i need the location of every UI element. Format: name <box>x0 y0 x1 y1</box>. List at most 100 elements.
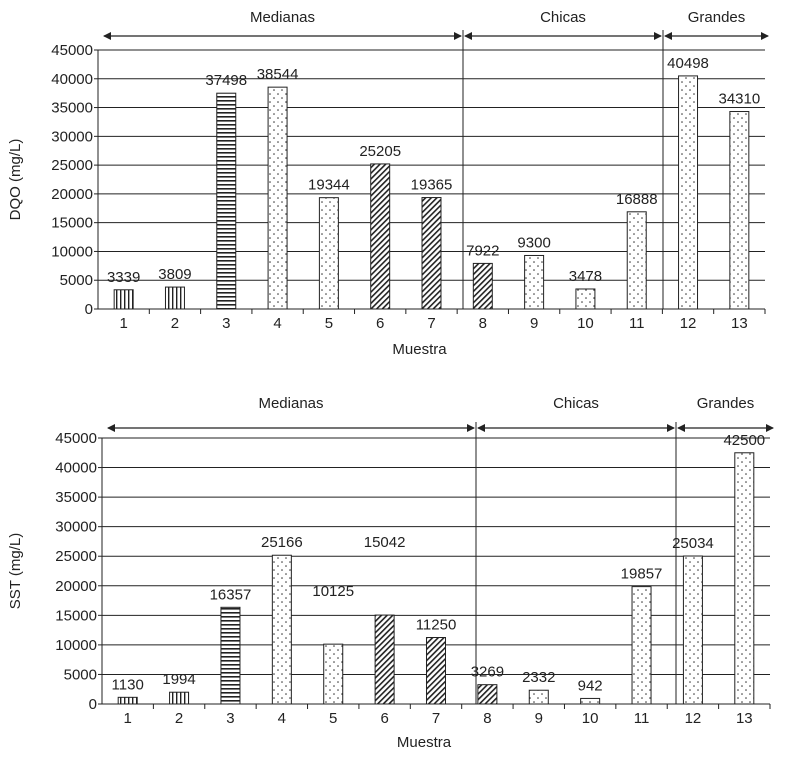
y-axis: 0 5000 10000 15000 20000 25000 30000 35000 40000… <box>55 430 103 713</box>
x-tick-label: 4 <box>273 315 281 332</box>
data-label: 37498 <box>205 72 247 89</box>
bars <box>117 452 755 705</box>
bar <box>524 254 545 310</box>
bar <box>472 262 493 310</box>
bar <box>113 289 134 310</box>
data-label: 10125 <box>312 583 354 600</box>
y-tick-label: 20000 <box>51 186 93 203</box>
bar <box>425 637 447 705</box>
data-label: 25034 <box>672 535 714 552</box>
x-tick-label: 5 <box>325 315 333 332</box>
x-tick-label: 4 <box>278 710 286 727</box>
bar <box>117 696 138 705</box>
bar <box>421 197 442 310</box>
bar <box>220 606 241 705</box>
x-axis: 1 2 3 4 5 6 7 8 9 10 11 12 13 <box>98 308 766 332</box>
data-label: 16888 <box>616 191 658 208</box>
bar <box>631 586 652 705</box>
x-tick-label: 2 <box>171 315 179 332</box>
y-tick-label: 5000 <box>64 666 97 683</box>
bar <box>734 452 755 705</box>
group-label: Medianas <box>258 395 323 412</box>
x-tick-label: 1 <box>119 315 127 332</box>
data-label: 16357 <box>210 586 252 603</box>
x-tick-label: 10 <box>577 315 594 332</box>
data-label: 34310 <box>718 91 760 108</box>
data-label: 25166 <box>261 534 303 551</box>
data-label: 25205 <box>359 143 401 160</box>
y-tick-label: 10000 <box>55 637 97 654</box>
data-label: 15042 <box>364 534 406 551</box>
bar <box>678 75 699 310</box>
data-label: 1130 <box>112 676 144 693</box>
data-label: 3339 <box>107 269 140 286</box>
bar <box>682 555 703 705</box>
bar <box>626 211 647 310</box>
bars <box>113 75 750 310</box>
bar <box>374 614 395 705</box>
group-label: Grandes <box>688 9 746 26</box>
y-tick-label: 20000 <box>55 578 97 595</box>
y-tick-label: 0 <box>89 696 97 713</box>
bar <box>267 86 288 310</box>
data-label: 3269 <box>471 664 504 681</box>
dqo-chart: 0 5000 10000 15000 20000 25000 30000 35000 40000… <box>7 9 769 358</box>
data-label: 19344 <box>308 177 350 194</box>
bar <box>323 643 344 705</box>
group-label: Chicas <box>540 9 586 26</box>
group-label: Chicas <box>553 395 599 412</box>
group-brackets: Medianas Chicas Grandes <box>107 395 774 432</box>
gridlines <box>98 49 765 281</box>
y-tick-label: 40000 <box>55 460 97 477</box>
y-axis-title: DQO (mg/L) <box>7 139 24 221</box>
x-axis-title: Muestra <box>392 341 447 358</box>
bar <box>169 691 190 705</box>
bar <box>580 697 601 705</box>
bar <box>318 197 339 310</box>
x-tick-label: 12 <box>680 315 697 332</box>
x-axis: 1 2 3 4 5 6 7 8 9 10 11 12 13 <box>102 703 771 727</box>
bar <box>370 163 391 310</box>
x-tick-label: 5 <box>329 710 337 727</box>
data-label: 3809 <box>158 266 191 283</box>
y-tick-label: 35000 <box>51 100 93 117</box>
x-tick-label: 9 <box>530 315 538 332</box>
x-axis-title: Muestra <box>397 734 452 751</box>
y-tick-label: 30000 <box>51 128 93 145</box>
data-label: 942 <box>578 677 603 694</box>
group-brackets: Medianas Chicas Grandes <box>103 9 769 40</box>
bar <box>271 554 292 705</box>
x-tick-label: 6 <box>380 710 388 727</box>
x-tick-label: 3 <box>222 315 230 332</box>
sst-chart: 0 5000 10000 15000 20000 25000 30000 35000 40000… <box>7 395 774 751</box>
x-tick-label: 6 <box>376 315 384 332</box>
bar <box>528 689 549 705</box>
group-label: Grandes <box>697 395 755 412</box>
bar <box>477 684 498 705</box>
y-tick-label: 10000 <box>51 243 93 260</box>
data-label: 19365 <box>411 177 453 194</box>
data-label: 42500 <box>723 432 765 449</box>
x-tick-label: 12 <box>685 710 702 727</box>
data-label: 3478 <box>569 268 602 285</box>
y-tick-label: 35000 <box>55 489 97 506</box>
bar <box>164 286 185 310</box>
x-tick-label: 2 <box>175 710 183 727</box>
bar <box>575 288 596 310</box>
data-label: 40498 <box>667 55 709 72</box>
x-tick-label: 3 <box>226 710 234 727</box>
data-label: 9300 <box>517 234 550 251</box>
y-axis-title: SST (mg/L) <box>7 533 24 609</box>
data-label: 7922 <box>466 242 499 259</box>
data-label: 1994 <box>162 671 195 688</box>
y-tick-label: 40000 <box>51 71 93 88</box>
bar <box>729 111 750 310</box>
x-tick-label: 7 <box>427 315 435 332</box>
y-tick-label: 30000 <box>55 519 97 536</box>
bar <box>216 92 237 310</box>
value-labels: 1130 1994 16357 25166 10125 15042 11250 3269 233… <box>112 432 766 695</box>
data-label: 11250 <box>416 617 457 634</box>
data-label: 38544 <box>257 66 299 83</box>
x-tick-label: 8 <box>479 315 487 332</box>
